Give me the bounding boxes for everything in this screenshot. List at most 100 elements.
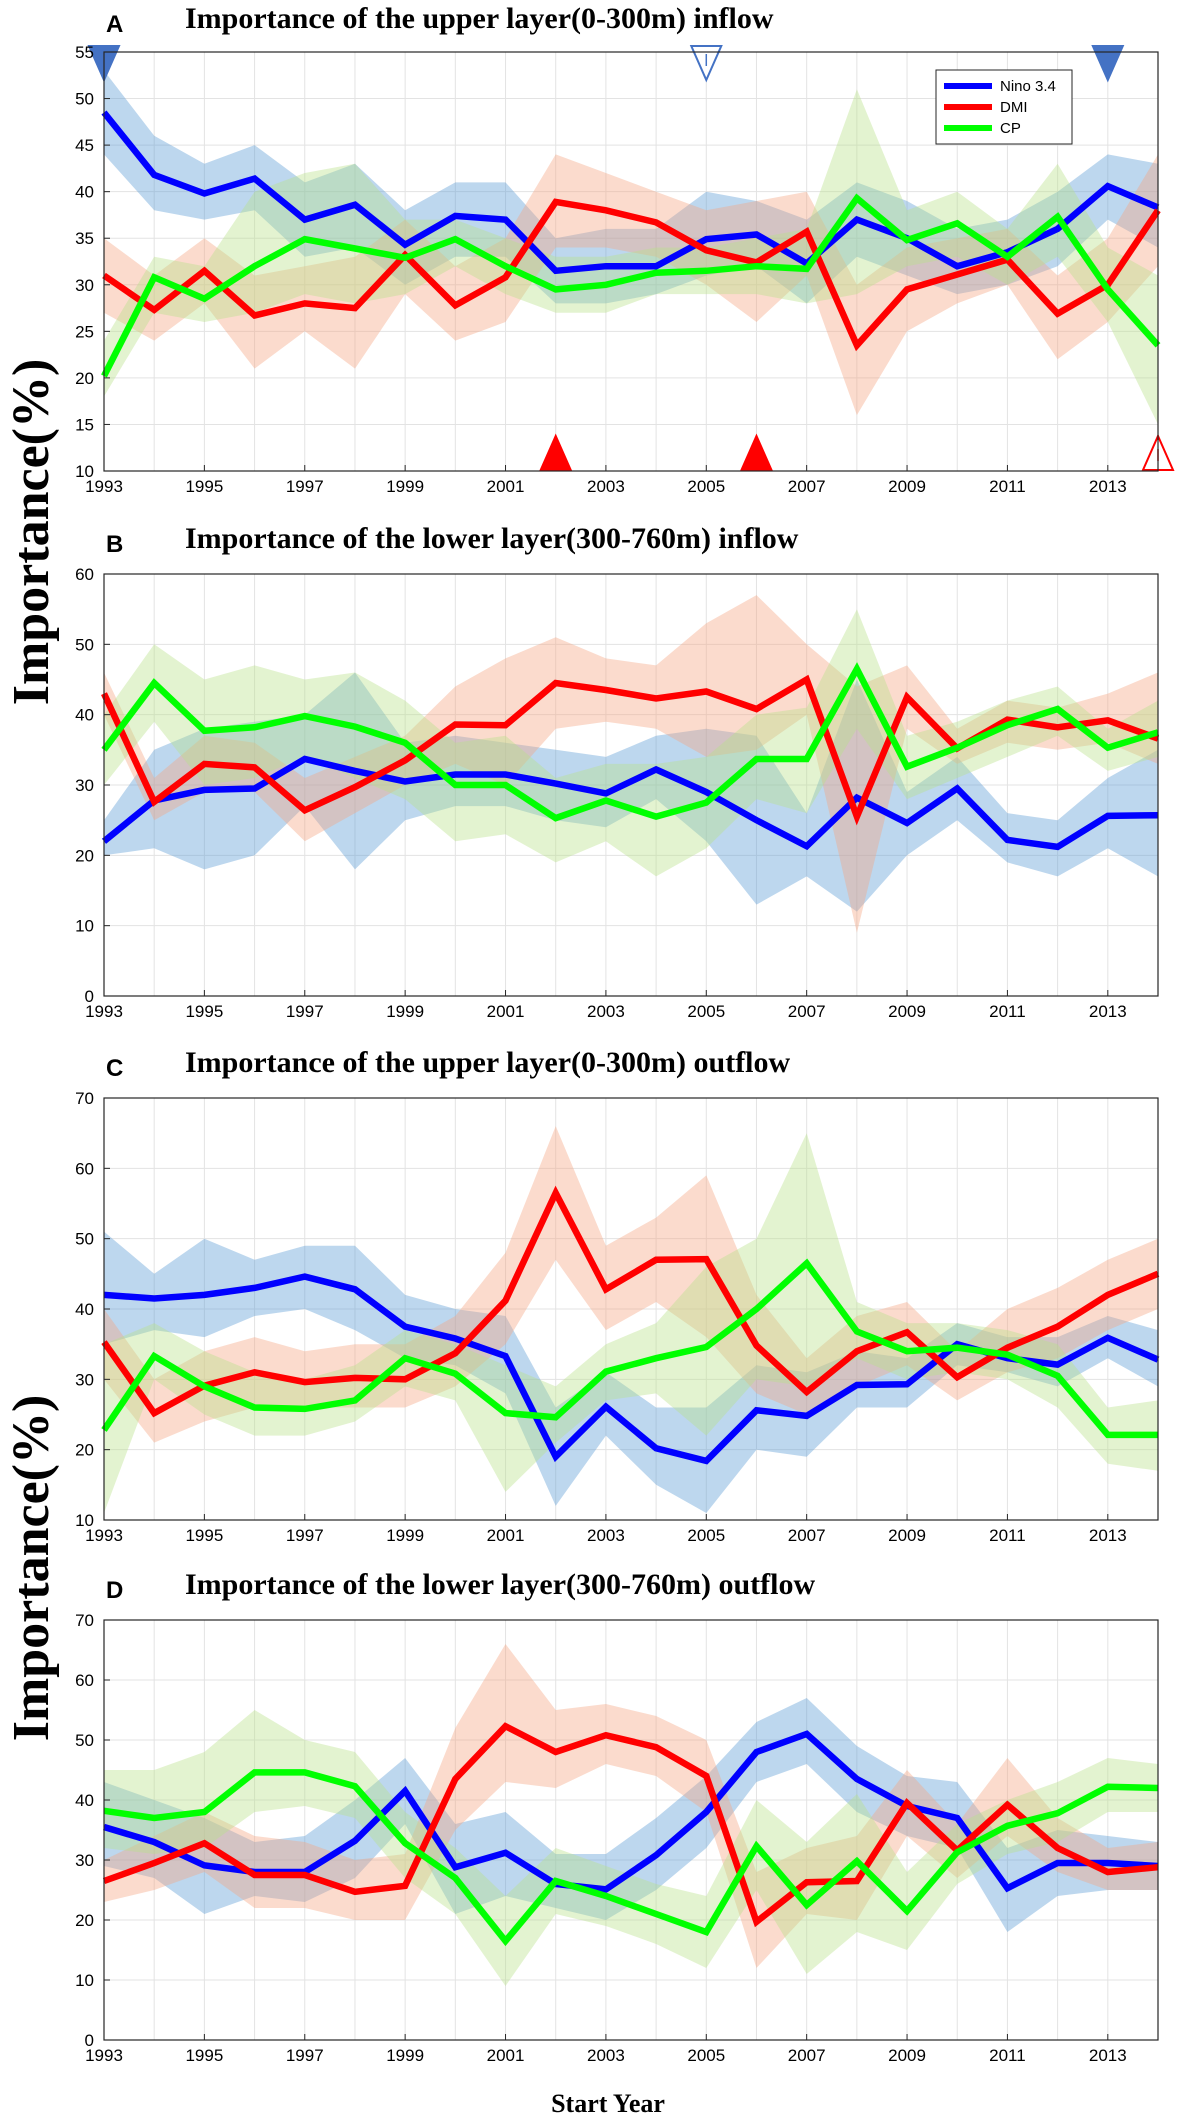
x-axis-label: Start Year [551,2089,665,2118]
x-tick-label: 2007 [788,1526,826,1545]
x-tick-label: 1999 [386,1002,424,1021]
panel-a: 1993 1995 1997 1999 2001 2003 2005 2007 2009 2011… [75,2,1175,496]
y-tick-label: 10 [75,917,94,936]
legend: Nino 3.4 DMI CP [935,69,1073,145]
x-tick-label: 2003 [587,477,625,496]
panel-letter: A [106,11,123,38]
y-tick-label: 30 [75,1370,94,1389]
panel-title: Importance of the lower layer(300-760m) … [185,1568,815,1601]
y-tick-label: 50 [75,635,94,654]
legend-label-nino-3-4: Nino 3.4 [1000,78,1056,95]
x-tick-label: 2011 [989,477,1026,496]
y-tick-label: 35 [75,229,94,248]
x-tick-label: 1995 [185,477,223,496]
x-tick-label: 2001 [487,2046,525,2065]
y-tick-label: 40 [75,706,94,725]
up-triangle-marker [739,433,774,471]
y-tick-label: 50 [75,1230,94,1249]
y-tick-label: 40 [75,1300,94,1319]
up-triangle-marker [539,433,573,471]
panel-d: 1993 1995 1997 1999 2001 2003 2005 2007 2009 2011… [75,1568,1159,2065]
x-tick-label: 1997 [286,1002,324,1021]
y-tick-label: 0 [85,987,94,1006]
x-tick-label: 2001 [487,477,525,496]
x-tick-label: 2011 [989,1526,1026,1545]
y-tick-label: 20 [75,846,94,865]
x-tick-label: 2013 [1089,477,1127,496]
x-tick-label: 2013 [1089,2046,1127,2065]
y-axis-label-top: Importance(%) [3,359,60,706]
y-tick-label: 60 [75,565,94,584]
x-tick-label: 2009 [888,1526,926,1545]
x-tick-label: 1999 [386,2046,424,2065]
x-tick-label: 2007 [788,477,826,496]
x-tick-label: 2003 [587,1002,625,1021]
x-tick-label: 2005 [687,1002,725,1021]
y-tick-label: 10 [75,462,94,481]
y-axis-label-bottom: Importance(%) [3,1395,60,1742]
x-tick-label: 1997 [286,477,324,496]
y-tick-label: 50 [75,1731,94,1750]
x-tick-label: 1999 [386,477,424,496]
y-tick-label: 45 [75,136,94,155]
x-tick-label: 2003 [587,1526,625,1545]
confidence-band-dmi [104,1644,1158,1968]
y-tick-label: 40 [75,1791,94,1810]
confidence-band-nino-3-4 [104,70,1158,304]
y-tick-label: 60 [75,1671,94,1690]
x-tick-label: 2005 [687,477,725,496]
y-tick-label: 0 [85,2031,94,2050]
x-tick-label: 2013 [1089,1526,1127,1545]
y-tick-label: 30 [75,276,94,295]
y-tick-label: 30 [75,1851,94,1870]
y-tick-label: 25 [75,322,94,341]
x-tick-label: 2009 [888,1002,926,1021]
x-tick-label: 1993 [85,477,123,496]
y-tick-label: 20 [75,1441,94,1460]
x-tick-label: 1999 [386,1526,424,1545]
panels: 1993 1995 1997 1999 2001 2003 2005 2007 2009 2011… [75,2,1175,2065]
y-tick-label: 10 [75,1971,94,1990]
series-line-cp [101,1258,1158,1439]
x-tick-label: 2009 [888,2046,926,2065]
x-tick-label: 1993 [85,1002,123,1021]
panel-letter: C [106,1055,123,1082]
x-tick-label: 1997 [286,2046,324,2065]
series-line-dmi [102,198,1161,352]
x-tick-label: 2013 [1089,1002,1127,1021]
confidence-band-cp [104,1133,1158,1513]
x-tick-label: 1995 [185,1002,223,1021]
x-tick-label: 1993 [85,1526,123,1545]
panel-title: Importance of the upper layer(0-300m) ou… [185,1046,791,1079]
series-line-cp [101,662,1159,822]
panel-letter: D [106,1577,123,1604]
x-tick-label: 2007 [788,1002,826,1021]
x-tick-label: 2011 [989,2046,1026,2065]
x-tick-label: 2005 [687,2046,725,2065]
axes-frame [103,1619,1159,2041]
confidence-band-cp [104,89,1158,425]
series-line-nino-3-4 [101,110,1160,275]
x-tick-label: 2001 [487,1526,525,1545]
confidence-band-dmi [104,1126,1158,1443]
y-tick-label: 50 [75,90,94,109]
x-tick-label: 1995 [185,2046,223,2065]
panel-title: Importance of the lower layer(300-760m) … [185,522,799,555]
x-tick-label: 2001 [487,1002,525,1021]
series-line-cp [103,1769,1159,1947]
confidence-band-cp [104,1710,1158,1986]
x-tick-label: 1997 [286,1526,324,1545]
series-line-dmi [101,1185,1160,1418]
y-tick-label: 10 [75,1511,94,1530]
panel-c: 1993 1995 1997 1999 2001 2003 2005 2007 2009 2011… [75,1046,1160,1545]
x-tick-label: 2005 [687,1526,725,1545]
legend-label-dmi: DMI [1000,99,1028,116]
x-tick-label: 2003 [587,2046,625,2065]
panel-letter: B [106,531,123,558]
confidence-band-dmi [104,595,1158,933]
y-tick-label: 60 [75,1159,94,1178]
x-tick-label: 2011 [989,1002,1026,1021]
legend-label-cp: CP [1000,120,1021,137]
x-tick-label: 2007 [788,2046,826,2065]
